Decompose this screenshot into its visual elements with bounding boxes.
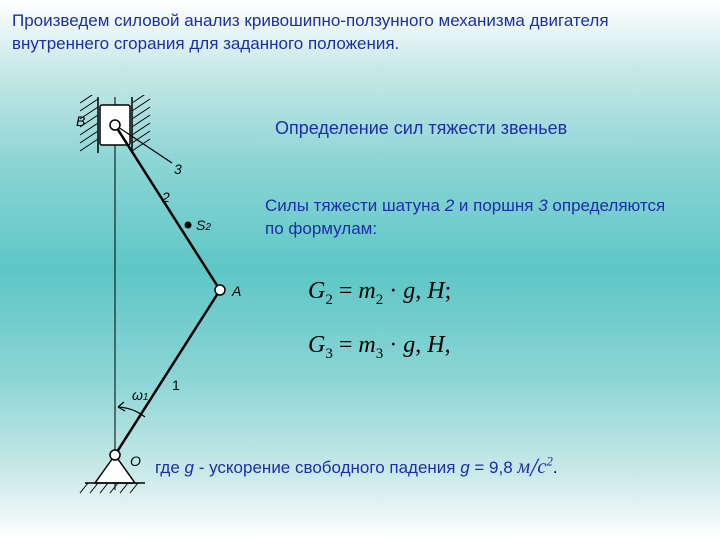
label-2: 2 bbox=[162, 189, 170, 205]
hinge-o bbox=[110, 450, 120, 460]
label-b: B bbox=[76, 113, 85, 129]
label-a: A bbox=[232, 283, 241, 299]
hinge-b bbox=[110, 120, 120, 130]
point-s2 bbox=[185, 222, 192, 229]
omega-arc bbox=[118, 402, 145, 417]
footer-text: где g - ускорение свободного падения g =… bbox=[155, 450, 558, 480]
hinge-a bbox=[215, 285, 225, 295]
label-3: 3 bbox=[174, 161, 182, 177]
label-s2: S2 bbox=[196, 217, 211, 233]
intro-text: Произведем силовой анализ кривошипно-пол… bbox=[12, 10, 702, 56]
link-1 bbox=[115, 290, 220, 455]
label-o: O bbox=[130, 453, 141, 469]
formula-g3: G3 = m3 · g, H, bbox=[308, 332, 451, 363]
mechanism-diagram: B A O S2 3 2 1 ω1 bbox=[40, 95, 300, 505]
subtitle: Определение сил тяжести звеньев bbox=[275, 118, 567, 139]
link-2 bbox=[115, 125, 220, 290]
body-text: Силы тяжести шатуна 2 и поршня 3 определ… bbox=[265, 195, 685, 241]
formula-g2: G2 = m2 · g, H; bbox=[308, 278, 451, 309]
label-omega: ω1 bbox=[132, 387, 148, 403]
label-1: 1 bbox=[172, 377, 180, 393]
